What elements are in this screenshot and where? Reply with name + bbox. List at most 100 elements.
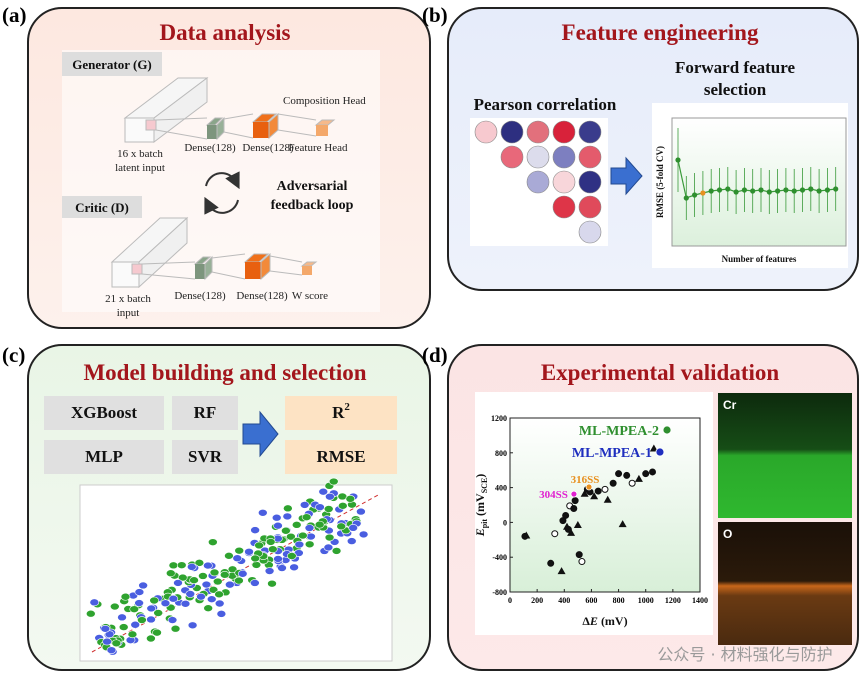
- y-tick-label: 1200: [491, 414, 507, 423]
- corr-cell: [578, 170, 602, 194]
- arrow: [610, 156, 643, 196]
- parity-point: [250, 554, 261, 563]
- parity-point: [268, 545, 278, 553]
- forward-title: selection: [704, 80, 767, 99]
- data-point: [634, 474, 643, 482]
- parity-point: [314, 520, 325, 529]
- highlight-point: [585, 483, 593, 491]
- map-label: O: [723, 527, 732, 541]
- parity-point: [234, 546, 245, 555]
- panel-title: Model building and selection: [83, 360, 366, 385]
- parity-point: [224, 552, 234, 560]
- ylabel-var: E: [473, 528, 487, 537]
- composition-head: Composition Head: [283, 95, 366, 107]
- metric-base: R: [332, 403, 345, 422]
- parity-point: [173, 579, 183, 587]
- forward-title: Forward feature: [675, 58, 796, 77]
- parity-point: [299, 501, 310, 509]
- validation-marks: -800 -400 0 400 800 1200 0 200 400 600 800 1000 1200…: [491, 414, 708, 605]
- parity-point: [232, 554, 243, 563]
- data-point: [522, 531, 531, 539]
- rmse-point: [683, 195, 689, 201]
- layer-label: Dense(128): [174, 290, 226, 302]
- arrow: [242, 410, 279, 458]
- parity-point: [104, 630, 115, 639]
- parity-point: [273, 555, 283, 563]
- parity-point: [146, 634, 156, 643]
- corr-cell: [578, 195, 602, 219]
- parity-point: [198, 572, 208, 580]
- rmse-point: [692, 192, 698, 198]
- highlight-point: [655, 447, 665, 457]
- input-label: latent input: [115, 162, 165, 174]
- feature-head: Feature Head: [289, 142, 348, 154]
- parity-point: [358, 530, 369, 539]
- parity-point: [345, 495, 356, 503]
- rmse-plot-area: [671, 117, 847, 247]
- parity-point: [283, 504, 293, 513]
- x-tick-label: 200: [531, 596, 543, 605]
- point-label: ML-MPEA-2: [579, 424, 659, 439]
- parity-point: [134, 588, 145, 596]
- parity-point: [250, 579, 260, 587]
- data-point: [603, 495, 612, 503]
- parity-point: [146, 615, 156, 624]
- data-point: [580, 489, 589, 497]
- corr-cell: [552, 195, 576, 219]
- parity-point: [153, 609, 163, 617]
- parity-point: [325, 492, 335, 501]
- parity-point: [281, 526, 291, 535]
- parity-point: [160, 599, 171, 608]
- parity-point: [346, 537, 357, 545]
- layer-label: Dense(128): [242, 142, 294, 154]
- rmse-point: [741, 187, 748, 193]
- parity-point: [304, 540, 315, 549]
- parity-point: [138, 581, 148, 590]
- x-axis-label: ΔE (mV): [582, 614, 627, 628]
- rmse-point: [824, 187, 831, 193]
- rmse-xlabel: Number of features: [722, 254, 797, 264]
- parity-point: [301, 513, 312, 521]
- parity-point: [273, 521, 283, 530]
- parity-point: [254, 541, 264, 550]
- data-point: [575, 551, 583, 559]
- parity-point: [264, 567, 275, 575]
- data-point: [618, 520, 627, 528]
- corr-matrix: [474, 120, 602, 244]
- xlabel-delta: Δ: [582, 614, 590, 628]
- parity-point: [306, 532, 316, 541]
- rmse-point: [808, 186, 814, 192]
- parity-point: [203, 561, 213, 570]
- panel-label: (d): [422, 343, 448, 367]
- parity-point: [212, 577, 223, 586]
- parity-point: [328, 477, 339, 486]
- metric-box: [285, 396, 397, 430]
- xlabel-var: E: [589, 614, 598, 628]
- parity-point: [234, 576, 244, 585]
- rmse-point: [783, 187, 789, 193]
- data-point: [628, 479, 636, 487]
- x-tick-label: 1000: [638, 596, 654, 605]
- parity-point: [336, 522, 346, 531]
- metric-box: [285, 440, 397, 474]
- corr-cell: [578, 120, 602, 144]
- parity-point: [315, 503, 325, 511]
- parity-point: [201, 580, 212, 589]
- parity-point: [127, 630, 138, 639]
- point-label: ML-MPEA-1: [572, 446, 652, 461]
- parity-point: [277, 564, 287, 572]
- model-box: [172, 396, 238, 430]
- parity-point: [176, 561, 187, 569]
- parity-point: [186, 563, 197, 571]
- parity-point: [149, 596, 159, 605]
- data-point: [642, 470, 650, 478]
- input-label: 16 x batch: [117, 148, 163, 160]
- highlight-point: [662, 425, 672, 435]
- parity-point: [209, 568, 220, 577]
- corr-cell: [552, 145, 576, 169]
- rmse-point: [700, 190, 706, 196]
- model-name: RF: [194, 403, 217, 422]
- rmse-ylabel: RMSE (5-fold CV): [655, 146, 665, 218]
- data-point: [557, 567, 566, 575]
